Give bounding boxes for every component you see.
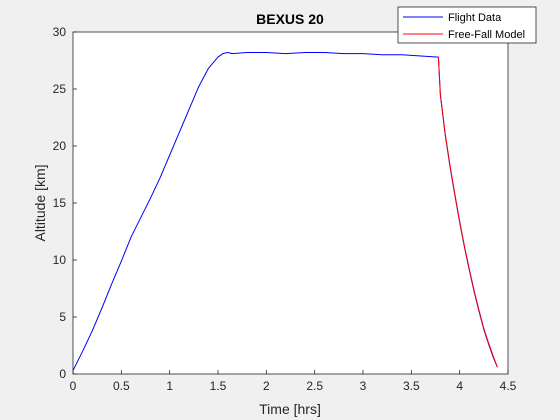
legend-box — [397, 6, 537, 44]
x-tick-label: 0 — [70, 379, 77, 393]
y-tick-label: 30 — [53, 25, 67, 39]
series-line-free-fall-model — [437, 57, 498, 368]
x-tick-label: 2.5 — [306, 379, 323, 393]
chart-title: BEXUS 20 — [256, 11, 324, 27]
x-tick-label: 3 — [360, 379, 367, 393]
x-tick-label: 1.5 — [210, 379, 227, 393]
legend-label-flight-data: Flight Data — [448, 12, 502, 24]
x-tick-label: 4 — [456, 379, 463, 393]
y-tick-label: 10 — [53, 253, 67, 267]
y-axis-ticks: 0 5 10 15 20 25 30 — [53, 25, 77, 381]
y-axis-label: Altitude [km] — [32, 164, 48, 241]
x-tick-label: 3.5 — [403, 379, 420, 393]
plot-area — [73, 32, 508, 374]
legend: Flight Data Free-Fall Model — [397, 6, 537, 44]
x-axis-ticks: 0 0.5 1 1.5 2 2.5 3 3.5 4 4.5 — [70, 370, 517, 393]
x-tick-label: 0.5 — [113, 379, 130, 393]
y-tick-label: 0 — [59, 367, 66, 381]
y-tick-label: 25 — [53, 82, 67, 96]
x-tick-label: 1 — [166, 379, 173, 393]
x-axis-label: Time [hrs] — [259, 401, 321, 417]
y-tick-label: 15 — [53, 196, 67, 210]
plot-box — [72, 31, 509, 375]
x-tick-label: 4.5 — [500, 379, 517, 393]
series-layer — [72, 52, 498, 371]
x-tick-label: 2 — [263, 379, 270, 393]
y-tick-label: 5 — [59, 310, 66, 324]
legend-label-free-fall-model: Free-Fall Model — [448, 29, 525, 41]
y-tick-label: 20 — [53, 139, 67, 153]
